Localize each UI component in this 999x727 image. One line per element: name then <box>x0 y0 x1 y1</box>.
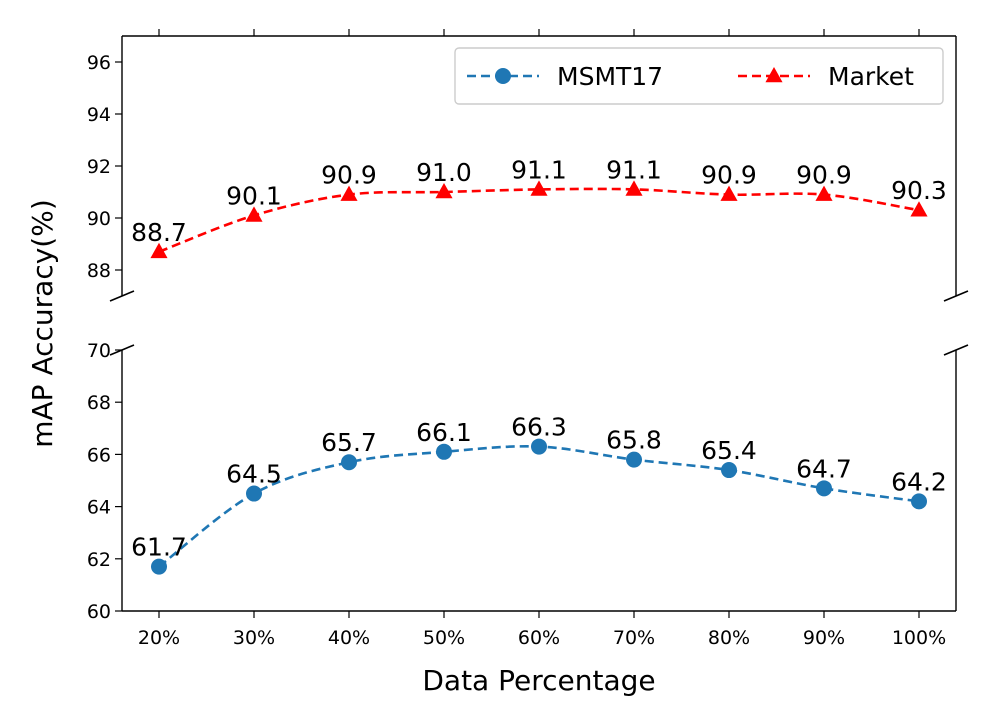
lower-y-tick-label: 70 <box>87 340 111 362</box>
lower-y-tick-label: 60 <box>87 601 111 623</box>
x-tick-label: 60% <box>518 627 560 649</box>
data-label-market: 90.1 <box>226 181 282 210</box>
data-label-msmt17: 65.8 <box>606 426 662 455</box>
data-label-msmt17: 64.2 <box>891 467 947 496</box>
x-tick-label: 40% <box>328 627 370 649</box>
x-tick-label: 80% <box>708 627 750 649</box>
data-label-market: 91.1 <box>511 155 567 184</box>
data-point-market <box>720 185 738 201</box>
legend-box <box>454 47 944 105</box>
axis-break-mark <box>109 290 135 302</box>
x-tick-label: 50% <box>423 627 465 649</box>
legend-marker-msmt17 <box>495 68 511 84</box>
data-point-msmt17 <box>531 438 547 455</box>
data-label-market: 91.1 <box>606 155 662 184</box>
axis-break-mark <box>943 290 969 302</box>
legend: MSMT17 Market <box>454 47 944 105</box>
x-axis-title: Data Percentage <box>422 664 655 697</box>
data-point-market <box>435 183 453 199</box>
x-tick-label: 100% <box>892 627 946 649</box>
data-point-msmt17 <box>246 485 262 502</box>
lower-y-tick-label: 68 <box>87 392 111 414</box>
upper-y-tick-label: 88 <box>87 260 111 282</box>
data-label-msmt17: 64.5 <box>226 460 282 489</box>
data-label-market: 90.9 <box>701 161 757 190</box>
data-point-market <box>625 180 643 196</box>
data-point-market <box>530 180 548 196</box>
data-label-market: 91.0 <box>416 158 472 187</box>
data-point-msmt17 <box>911 493 927 510</box>
data-label-market: 90.3 <box>891 176 947 205</box>
data-label-market: 90.9 <box>796 161 852 190</box>
legend-label-msmt17: MSMT17 <box>557 62 663 91</box>
data-point-msmt17 <box>626 451 642 468</box>
legend-marker-market <box>765 67 783 83</box>
data-label-msmt17: 66.1 <box>416 418 472 447</box>
upper-y-tick-label: 92 <box>87 156 111 178</box>
data-label-msmt17: 66.3 <box>511 413 567 442</box>
data-point-msmt17 <box>721 462 737 479</box>
data-point-msmt17 <box>151 558 167 575</box>
upper-y-tick-label: 90 <box>87 208 111 230</box>
data-label-msmt17: 64.7 <box>796 454 852 483</box>
series-line-market <box>158 187 920 254</box>
x-axis: 20% 30% 40% 50% 60% 70% 80% 90% 100% <box>138 29 946 649</box>
axis-break-mark <box>943 344 969 356</box>
x-tick-label: 70% <box>613 627 655 649</box>
data-point-market <box>910 201 928 217</box>
data-point-market <box>340 185 358 201</box>
upper-y-tick-label: 96 <box>87 52 111 74</box>
lower-panel: 60 62 64 66 68 70 <box>87 340 969 623</box>
data-point-msmt17 <box>436 443 452 460</box>
data-label-market: 90.9 <box>321 161 377 190</box>
x-tick-label: 20% <box>138 627 180 649</box>
data-label-msmt17: 65.7 <box>321 428 377 457</box>
lower-y-tick-label: 62 <box>87 549 111 571</box>
y-axis-title: mAP Accuracy(%) <box>26 199 59 448</box>
data-point-msmt17 <box>816 480 832 497</box>
legend-label-market: Market <box>828 62 914 91</box>
series-layer: 61.7 64.5 65.7 66.1 66.3 65.8 65.4 64.7 64.2 88.7… <box>131 155 947 575</box>
data-point-market <box>245 206 263 222</box>
x-tick-label: 30% <box>233 627 275 649</box>
lower-y-tick-label: 66 <box>87 444 111 466</box>
data-point-market <box>815 185 833 201</box>
data-point-msmt17 <box>341 454 357 471</box>
upper-y-tick-label: 94 <box>87 104 111 126</box>
data-label-msmt17: 65.4 <box>701 436 757 465</box>
data-label-msmt17: 61.7 <box>131 533 187 562</box>
data-label-market: 88.7 <box>131 218 187 247</box>
data-point-market <box>150 242 168 259</box>
x-tick-label: 90% <box>803 627 845 649</box>
lower-y-tick-label: 64 <box>87 497 111 519</box>
